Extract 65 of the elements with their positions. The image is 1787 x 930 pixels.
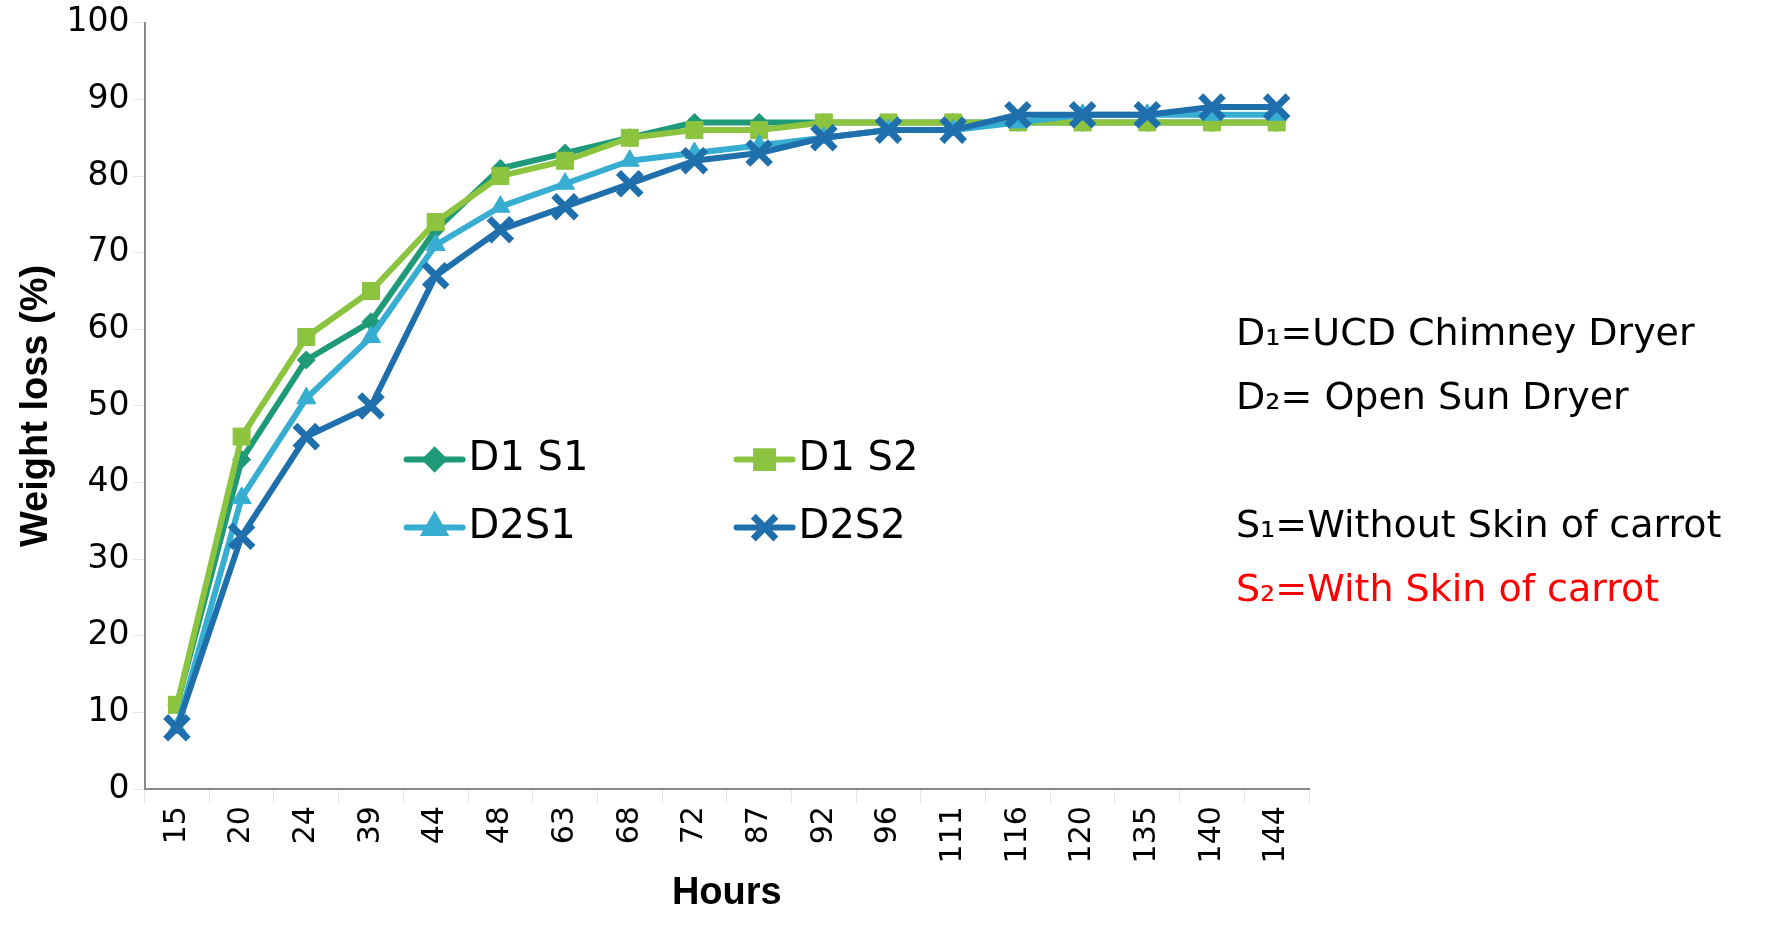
x-tick-label: 24 — [286, 806, 322, 845]
point — [232, 427, 251, 446]
point — [491, 167, 510, 186]
point — [426, 213, 445, 232]
x-tick-label: 48 — [480, 806, 516, 845]
point — [685, 121, 704, 140]
x-axis-title: Hours — [671, 869, 782, 912]
annotation: D₂= Open Sun Dryer — [1236, 373, 1630, 420]
x-tick-label: 15 — [156, 806, 192, 845]
x-tick-label: 87 — [738, 806, 774, 845]
x-tick-label: 68 — [609, 806, 645, 845]
y-tick-label: 0 — [108, 766, 130, 806]
annotation: D₁=UCD Chimney Dryer — [1236, 309, 1696, 356]
y-tick-label: 50 — [87, 383, 130, 423]
x-tick-label: 63 — [544, 806, 580, 845]
y-tick-label: 70 — [87, 230, 130, 270]
point — [296, 350, 316, 370]
point — [939, 116, 967, 144]
point — [615, 169, 644, 198]
x-tick-label: 116 — [997, 806, 1033, 864]
point — [1198, 93, 1226, 121]
point — [745, 139, 773, 167]
x-tick-label: 96 — [868, 806, 904, 845]
point — [1133, 100, 1162, 129]
x-tick-label: 140 — [1191, 806, 1227, 864]
point — [227, 522, 256, 551]
point — [163, 714, 191, 742]
point — [292, 422, 321, 451]
legend-label: D1 S1 — [468, 433, 589, 479]
y-tick-label: 100 — [66, 0, 130, 40]
legend-label: D2S2 — [798, 501, 906, 547]
y-tick-label: 90 — [87, 77, 130, 117]
x-tick-label: 39 — [350, 806, 386, 845]
x-tick-label: 20 — [221, 806, 257, 845]
point — [680, 146, 709, 175]
x-tick-label: 111 — [933, 806, 968, 864]
x-tick-label: 120 — [1062, 806, 1098, 864]
point — [362, 282, 380, 300]
y-axis-title: Weight loss (%) — [13, 264, 56, 548]
point — [1262, 93, 1291, 121]
point — [421, 261, 450, 290]
point — [750, 121, 769, 140]
y-tick-label: 20 — [87, 613, 130, 653]
y-tick-label: 40 — [87, 460, 130, 500]
point — [1068, 100, 1097, 129]
y-tick-label: 10 — [87, 690, 130, 730]
x-tick-label: 144 — [1256, 806, 1292, 864]
point — [551, 192, 579, 221]
x-tick-label: 44 — [415, 806, 451, 845]
point — [810, 123, 838, 152]
point — [486, 215, 515, 244]
y-tick-label: 60 — [87, 306, 130, 346]
point — [297, 328, 316, 346]
x-tick-label: 135 — [1127, 806, 1163, 864]
annotation: S₁=Without Skin of carrot — [1236, 501, 1722, 548]
y-tick-label: 30 — [87, 536, 130, 576]
legend-label: D1 S2 — [798, 433, 919, 479]
annotation: S₂=With Skin of carrot — [1236, 565, 1661, 612]
point — [874, 116, 903, 144]
x-tick-label: 92 — [803, 806, 839, 845]
point — [357, 392, 385, 420]
legend-label: D2S1 — [468, 501, 576, 547]
y-tick-label: 80 — [87, 153, 130, 193]
x-tick-label: 72 — [674, 806, 710, 845]
point — [556, 151, 575, 170]
